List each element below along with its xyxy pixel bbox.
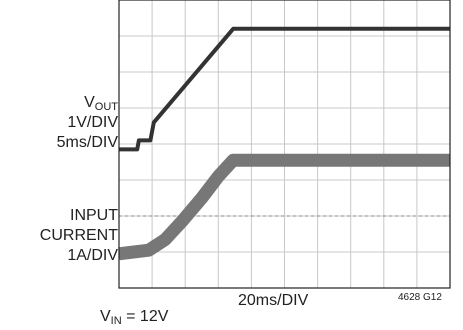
vin-label-sub: IN <box>110 315 122 327</box>
vin-value: = 12V <box>126 308 169 325</box>
vout-scale-label: 1V/DIV <box>67 114 118 131</box>
input-current-trace <box>118 153 450 261</box>
vout-time-label: 5ms/DIV <box>56 134 118 151</box>
vout-label: VOUT <box>40 94 118 116</box>
vin-label: VIN = 12V <box>100 308 168 330</box>
vout-label-sub: OUT <box>94 101 118 113</box>
vin-label-main: V <box>100 308 111 325</box>
plot-frame <box>118 0 451 289</box>
current-label-line1: INPUT <box>70 207 118 224</box>
current-label-line2: CURRENT <box>39 227 118 244</box>
current-scale-label: 1A/DIV <box>67 247 118 264</box>
x-scale-label: 20ms/DIV <box>238 292 309 309</box>
vout-label-main: V <box>84 94 95 111</box>
figure-id: 4628 G12 <box>398 292 442 303</box>
vout-trace <box>119 26 450 152</box>
oscilloscope-plot <box>118 0 451 289</box>
